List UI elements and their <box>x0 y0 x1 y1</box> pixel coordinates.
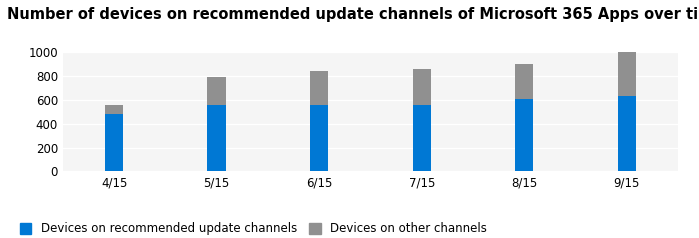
Bar <box>412 105 431 171</box>
Bar <box>515 64 533 99</box>
Bar <box>208 105 226 171</box>
Bar <box>310 105 329 171</box>
Bar <box>412 69 431 105</box>
Bar <box>617 52 636 96</box>
Bar <box>105 114 124 171</box>
Bar <box>515 99 533 171</box>
Bar <box>208 77 226 105</box>
Bar <box>105 105 124 114</box>
Bar <box>617 96 636 171</box>
Text: Number of devices on recommended update channels of Microsoft 365 Apps over time: Number of devices on recommended update … <box>7 7 699 22</box>
Legend: Devices on recommended update channels, Devices on other channels: Devices on recommended update channels, … <box>20 223 487 235</box>
Bar <box>310 71 329 105</box>
